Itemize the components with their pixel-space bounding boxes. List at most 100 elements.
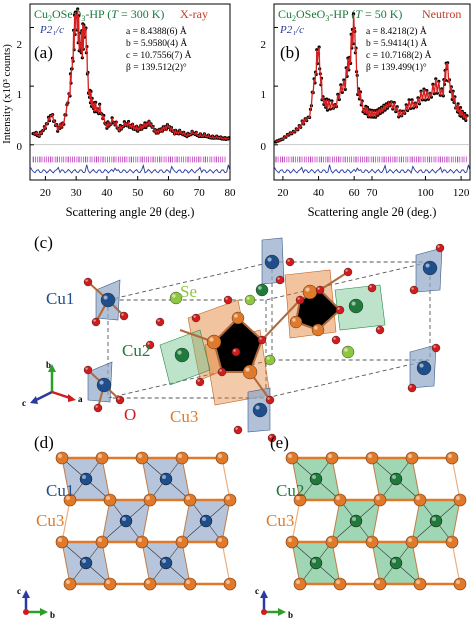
center-atom [429, 514, 443, 528]
center-atom [389, 556, 403, 570]
label-cu1-d: Cu1 [46, 481, 74, 500]
atom-highlight [317, 287, 320, 290]
cu3-atom [373, 493, 387, 507]
atom-highlight [85, 367, 88, 370]
atom-highlight [157, 319, 160, 322]
atom-highlight [337, 307, 340, 310]
atom-highlight [259, 337, 262, 340]
atom-cu1 [100, 292, 116, 308]
cu3-bond [141, 499, 151, 543]
cu3-atom [365, 535, 379, 549]
label-se: Se [180, 282, 197, 301]
cu3-bond [411, 541, 421, 585]
calc-line [275, 13, 468, 143]
label-cu3-e: Cu3 [266, 511, 294, 530]
cu3-atom [103, 577, 117, 591]
cu3-bond [101, 541, 111, 585]
atom-o [119, 311, 129, 321]
cu3-atom [325, 451, 339, 465]
atom-highlight [416, 580, 420, 584]
atom-o [367, 283, 377, 293]
cu3-bond [101, 499, 111, 543]
atom-highlight [336, 580, 340, 584]
cu3-atom [333, 577, 347, 591]
panel-b-param-c: c = 10.7168(2) Å [366, 49, 432, 61]
atom-o [407, 383, 417, 393]
atom-o [195, 377, 205, 387]
cu3-bond [371, 457, 381, 501]
atom-highlight [147, 342, 150, 345]
cu3-bond [331, 541, 341, 585]
atom-highlight [392, 475, 396, 479]
cu3-atom [103, 493, 117, 507]
cu3-bond [371, 541, 381, 585]
xtick-label: 40 [313, 187, 325, 199]
atom-highlight [245, 367, 250, 372]
panel-e-tag: (e) [270, 433, 289, 452]
atom-highlight [344, 348, 348, 352]
panel-b-ytick-1: 1 [261, 89, 267, 101]
atom-highlight [99, 380, 104, 385]
label-cu2-e: Cu2 [276, 481, 304, 500]
atom-highlight [456, 496, 460, 500]
atom-highlight [138, 454, 142, 458]
atom-highlight [352, 517, 356, 521]
axis-label-c-e: c [255, 586, 259, 596]
atom-o [265, 395, 275, 405]
atom-o [331, 335, 341, 345]
center-atom [349, 514, 363, 528]
atom-highlight [66, 496, 70, 500]
atom-highlight [267, 397, 270, 400]
atom-highlight [255, 405, 260, 410]
atom-highlight [225, 297, 228, 300]
panel-b: Cu2OSeO3-HP (T = 50 K) Neutron P2₁/c (b)… [261, 3, 471, 219]
center-atom [79, 556, 93, 570]
atom-highlight [202, 517, 206, 521]
panel-a-xlabel: Scattering angle 2θ (deg.) [66, 205, 195, 219]
bonds-layer [87, 271, 349, 409]
cu3-atom [143, 493, 157, 507]
label-cu3-d: Cu3 [36, 511, 64, 530]
difference-curve [273, 163, 471, 174]
atom-o [91, 317, 101, 327]
unit-cell-outline [107, 261, 431, 399]
cu3-bond [141, 541, 151, 585]
cu3-atom [445, 535, 459, 549]
polyhedra-layer [87, 237, 443, 433]
xtick-label: 60 [163, 187, 175, 199]
panel-a-xticks: 20 30 40 50 60 70 80 [40, 176, 236, 199]
cu3-atom [183, 577, 197, 591]
atom-highlight [226, 496, 230, 500]
label-o: O [124, 405, 136, 424]
atom-highlight [305, 287, 310, 292]
atom-highlight [186, 580, 190, 584]
atom-o [257, 335, 267, 345]
cu3-bond [221, 541, 231, 585]
atom-o [115, 395, 125, 405]
atom-highlight [209, 337, 214, 342]
panel-b-param-beta: β = 139.499(1)° [366, 62, 427, 73]
cu3-bond [291, 457, 301, 501]
atom-highlight [226, 580, 230, 584]
atom-highlight [82, 475, 86, 479]
atom-highlight [328, 538, 332, 542]
panel-a-ytick-2: 2 [17, 39, 23, 51]
atom-highlight [287, 259, 290, 262]
atom-highlight [197, 379, 200, 382]
atom-highlight [408, 454, 412, 458]
atom-highlight [416, 496, 420, 500]
cu3-bond [221, 499, 231, 543]
panel-b-ytick-0: 0 [261, 141, 267, 153]
atom-cu3 [311, 323, 325, 337]
cu3-atom [285, 535, 299, 549]
cu3-atom [413, 577, 427, 591]
atom-highlight [117, 397, 120, 400]
axis-label-c: c [22, 398, 26, 408]
label-cu3: Cu3 [170, 407, 198, 426]
cu3-atom [293, 577, 307, 591]
cu3-bond [291, 499, 301, 543]
panel-b-probe: Neutron [422, 7, 461, 21]
atom-highlight [288, 538, 292, 542]
cu3-atom [215, 535, 229, 549]
atom-se [244, 294, 256, 306]
